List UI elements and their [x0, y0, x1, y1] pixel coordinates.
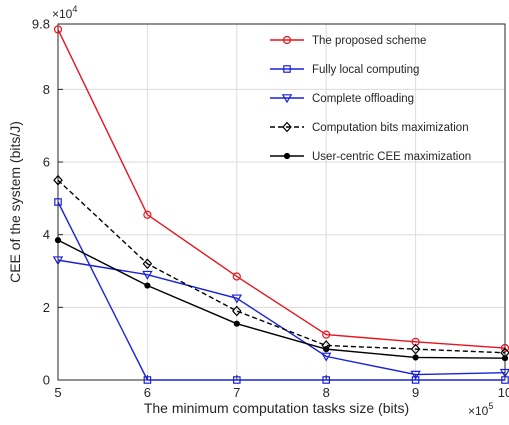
- y-tick-label: 2: [43, 300, 50, 315]
- legend-label: Complete offloading: [312, 93, 414, 105]
- y-tick-label: 9.8: [32, 17, 50, 32]
- legend-item: Complete offloading: [270, 93, 414, 105]
- data-point: [233, 320, 240, 327]
- y-tick-label: 4: [43, 227, 50, 242]
- legend-item: Computation bits maximization: [270, 121, 469, 134]
- legend-marker: [282, 35, 292, 45]
- legend-marker: [283, 65, 291, 73]
- x-tick-label: 8: [323, 385, 330, 400]
- x-tick-label: 9: [412, 385, 419, 400]
- y-tick-label: 0: [43, 373, 50, 388]
- x-tick-label: 10: [498, 385, 509, 400]
- x-axis-exponent: ×105: [468, 401, 493, 418]
- data-point: [320, 352, 332, 362]
- data-point: [499, 368, 509, 378]
- data-point: [233, 376, 241, 384]
- series-1: [53, 25, 509, 353]
- data-point: [52, 256, 64, 266]
- data-point: [143, 376, 152, 384]
- data-point: [54, 237, 62, 244]
- data-point: [323, 346, 330, 353]
- series-2: [54, 198, 509, 384]
- legend-item: The proposed scheme: [270, 35, 426, 47]
- data-point: [231, 294, 243, 304]
- data-point: [501, 355, 509, 362]
- grid-lines: [58, 24, 505, 380]
- legend-label: Computation bits maximization: [312, 122, 469, 134]
- legend-marker: [283, 152, 291, 160]
- legend-marker: [281, 94, 293, 104]
- data-point: [54, 198, 62, 206]
- data-point: [53, 174, 63, 186]
- legend-label: User-centric CEE maximization: [312, 151, 471, 163]
- x-tick-label: 6: [144, 385, 151, 400]
- legend: The proposed scheme Fully local computing…: [270, 35, 471, 163]
- data-point: [410, 370, 421, 380]
- data-point: [144, 282, 151, 289]
- legend-item: Fully local computing: [270, 64, 419, 76]
- data-point: [143, 210, 152, 219]
- series-line: [57, 29, 506, 349]
- data-point: [322, 376, 331, 384]
- series-layer: [52, 25, 509, 384]
- series-line: [57, 239, 506, 359]
- data-point: [231, 305, 242, 317]
- y-axis-label: CEE of the system (bits/J): [7, 121, 23, 283]
- data-point: [53, 25, 63, 34]
- series-line: [57, 201, 505, 381]
- legend-item: User-centric CEE maximization: [270, 151, 471, 163]
- y-tick-label: 8: [43, 82, 50, 97]
- data-point: [232, 272, 241, 281]
- x-tick-label: 7: [233, 385, 240, 400]
- x-axis-label: The minimum computation tasks size (bits…: [144, 400, 409, 416]
- series-5: [54, 237, 509, 362]
- series-3: [52, 256, 509, 380]
- y-axis-exponent: ×104: [52, 4, 77, 21]
- y-tick-label: 6: [43, 155, 50, 170]
- series-line: [57, 259, 506, 376]
- x-tick-label: 5: [54, 385, 61, 400]
- data-point: [142, 270, 153, 280]
- legend-label: The proposed scheme: [312, 35, 426, 47]
- data-point: [412, 354, 419, 361]
- data-point: [142, 258, 153, 270]
- legend-marker: [282, 121, 292, 133]
- data-point: [410, 343, 421, 355]
- data-point: [322, 330, 331, 339]
- legend-label: Fully local computing: [312, 64, 419, 76]
- axis-ticks: 5 6 7 8 9 10 0 2 4 6 8 9.8: [32, 17, 509, 401]
- data-point: [411, 376, 420, 384]
